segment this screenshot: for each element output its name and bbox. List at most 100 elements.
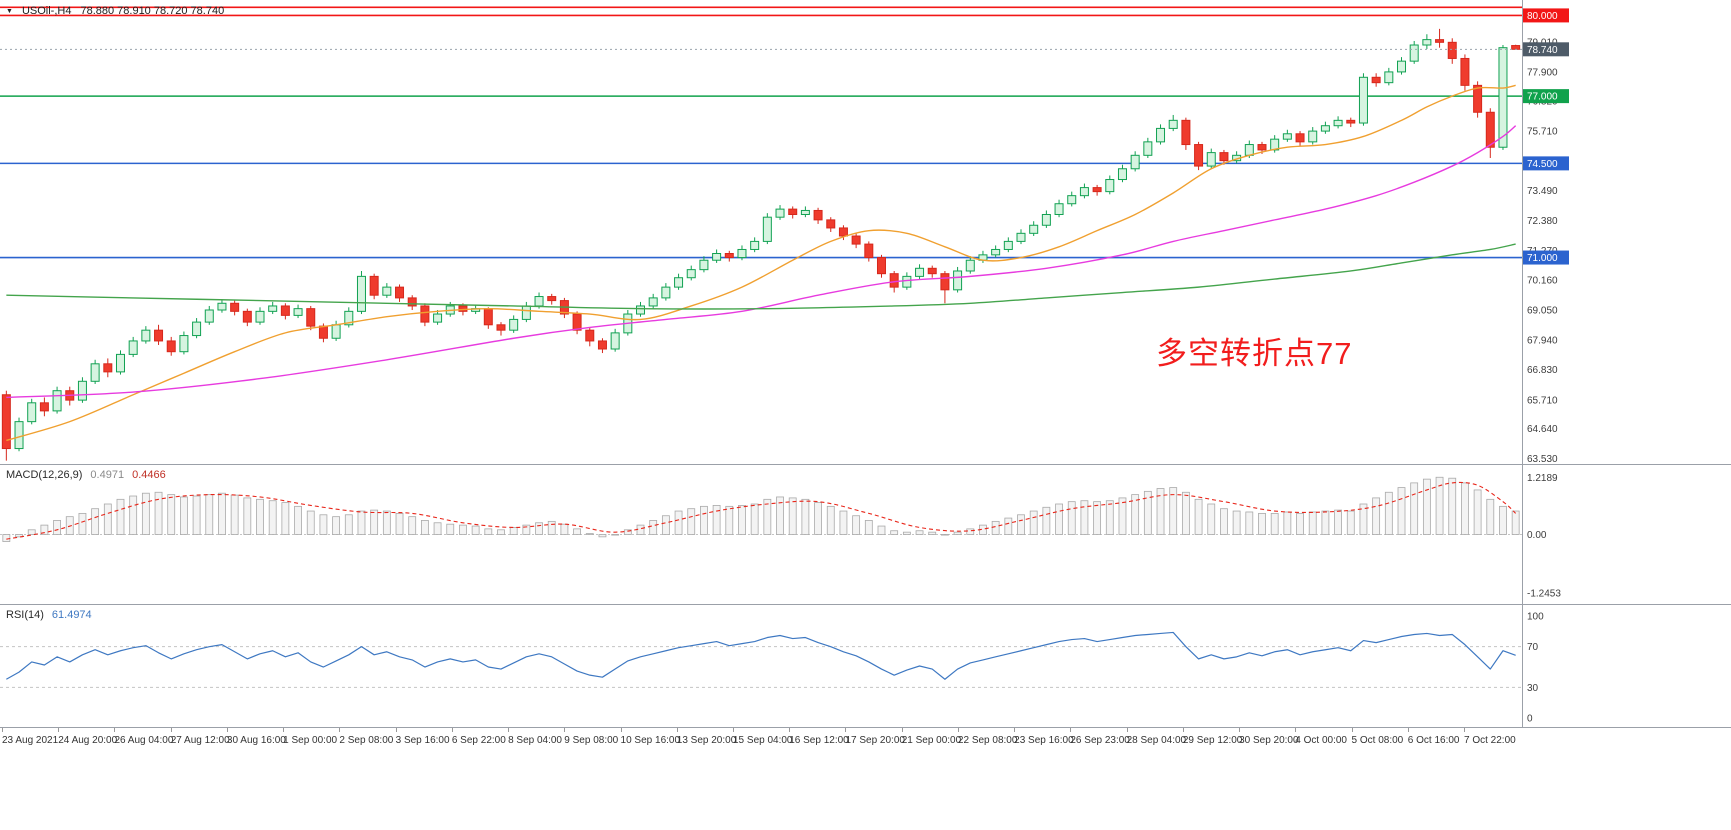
price-badge xyxy=(1523,8,1569,23)
time-label: 6 Oct 16:00 xyxy=(1407,735,1460,746)
svg-text:70.160: 70.160 xyxy=(1527,276,1558,287)
rsi-line xyxy=(6,631,1516,680)
time-tick xyxy=(957,728,959,732)
time-tick xyxy=(901,728,903,732)
macd-histogram xyxy=(2,476,1520,542)
time-tick xyxy=(733,728,734,732)
time-tick xyxy=(170,728,172,732)
price-badge xyxy=(1523,89,1569,104)
level-lines xyxy=(0,6,1522,259)
time-label: 22 Sep 08:00 xyxy=(957,735,1018,746)
time-tick xyxy=(339,728,341,732)
time-label: 26 Aug 04:00 xyxy=(114,735,174,746)
time-tick xyxy=(564,728,566,732)
time-label: 16 Sep 12:00 xyxy=(789,735,849,746)
time-tick xyxy=(395,728,397,732)
svg-text:78.740: 78.740 xyxy=(1527,45,1558,56)
rsi-name: RSI(14) xyxy=(6,609,44,621)
ohlc-values: 78.880 78.910 78.720 78.740 xyxy=(80,5,225,17)
time-tick xyxy=(1182,728,1184,732)
price-badge xyxy=(1523,156,1569,171)
annotation-text[interactable]: 多空转折点77 xyxy=(1156,336,1353,371)
time-tick xyxy=(1351,728,1353,732)
macd-pane: 1.2189 0.00 -1.2453 MACD(12,26,9) 0.4971 0… xyxy=(0,465,1731,605)
time-label: 6 Sep 22:00 xyxy=(451,735,506,746)
ma-mid-line xyxy=(6,125,1517,399)
svg-text:-1.2453: -1.2453 xyxy=(1527,588,1561,599)
time-tick xyxy=(1014,728,1016,732)
time-tick xyxy=(845,728,847,732)
price-chart-canvas[interactable]: 79.01077.90076.82075.71074.60073.49072.3… xyxy=(0,0,1731,464)
macd-label: MACD(12,26,9) 0.4971 0.4466 xyxy=(6,469,166,481)
time-tick xyxy=(789,728,791,732)
svg-text:70: 70 xyxy=(1527,642,1539,653)
svg-text:73.490: 73.490 xyxy=(1527,186,1558,197)
symbol-info: ▼ USOil-,H4 78.880 78.910 78.720 78.740 xyxy=(6,5,224,17)
macd-chart-canvas[interactable]: 1.2189 0.00 -1.2453 xyxy=(0,465,1731,604)
svg-text:74.500: 74.500 xyxy=(1527,159,1558,170)
time-label: 1 Sep 00:00 xyxy=(283,735,338,746)
time-label: 5 Oct 08:00 xyxy=(1351,735,1404,746)
time-label: 4 Oct 00:00 xyxy=(1295,735,1347,746)
time-tick xyxy=(1239,728,1241,732)
time-axis[interactable]: 23 Aug 2021 24 Aug 20:00 26 Aug 04:00 27 Au… xyxy=(0,728,1731,830)
svg-text:1.2189: 1.2189 xyxy=(1527,473,1558,484)
time-tick xyxy=(451,728,453,732)
ma-slow-line xyxy=(6,243,1516,310)
svg-text:75.710: 75.710 xyxy=(1527,126,1558,137)
price-badge xyxy=(1523,250,1569,265)
time-tick xyxy=(676,728,678,732)
time-label: 23 Aug 2021 xyxy=(2,735,59,746)
time-label: 23 Sep 16:00 xyxy=(1014,735,1074,746)
time-label: 15 Sep 04:00 xyxy=(733,735,793,746)
svg-text:67.940: 67.940 xyxy=(1527,335,1558,346)
candles-layer xyxy=(1,28,1521,461)
time-label: 10 Sep 16:00 xyxy=(620,735,681,746)
rsi-pane: 100 70 30 0 RSI(14) 61.4974 xyxy=(0,605,1731,728)
svg-text:80.000: 80.000 xyxy=(1527,11,1558,22)
time-label: 7 Oct 22:00 xyxy=(1464,735,1516,746)
macd-signal-value: 0.4466 xyxy=(132,469,166,481)
svg-text:64.640: 64.640 xyxy=(1527,424,1558,435)
svg-text:77.000: 77.000 xyxy=(1527,92,1558,103)
time-tick xyxy=(508,728,510,732)
time-label: 27 Aug 12:00 xyxy=(170,735,230,746)
macd-name: MACD(12,26,9) xyxy=(6,469,83,481)
time-label: 24 Aug 20:00 xyxy=(58,735,118,746)
svg-text:65.710: 65.710 xyxy=(1527,395,1558,406)
time-tick xyxy=(283,728,285,732)
svg-text:66.830: 66.830 xyxy=(1527,365,1558,376)
rsi-label: RSI(14) 61.4974 xyxy=(6,609,92,621)
time-label: 28 Sep 04:00 xyxy=(1126,735,1187,746)
time-label: 13 Sep 20:00 xyxy=(676,735,737,746)
time-label: 3 Sep 16:00 xyxy=(395,735,450,746)
time-tick xyxy=(1126,728,1128,732)
time-label: 30 Aug 16:00 xyxy=(226,735,286,746)
rsi-value: 61.4974 xyxy=(51,609,92,621)
svg-text:0.00: 0.00 xyxy=(1527,530,1547,541)
time-tick xyxy=(620,728,622,732)
svg-text:63.530: 63.530 xyxy=(1527,454,1558,464)
macd-main-value: 0.4971 xyxy=(90,469,125,481)
time-tick xyxy=(1464,728,1465,732)
time-tick xyxy=(1407,728,1409,732)
svg-text:72.380: 72.380 xyxy=(1527,216,1558,227)
svg-text:77.900: 77.900 xyxy=(1527,67,1558,78)
time-tick xyxy=(226,728,228,732)
time-tick xyxy=(58,728,60,732)
price-pane: 79.01077.90076.82075.71074.60073.49072.3… xyxy=(0,0,1731,465)
svg-text:30: 30 xyxy=(1527,683,1539,694)
rsi-chart-canvas[interactable]: 100 70 30 0 xyxy=(0,605,1731,727)
time-label: 8 Sep 04:00 xyxy=(508,735,562,746)
time-tick xyxy=(1295,728,1297,732)
price-badge xyxy=(1523,42,1569,57)
time-label: 2 Sep 08:00 xyxy=(339,735,394,746)
svg-text:100: 100 xyxy=(1527,612,1544,623)
time-label: 9 Sep 08:00 xyxy=(564,735,619,746)
symbol-dropdown-icon[interactable]: ▼ xyxy=(6,7,13,15)
symbol-period-label: USOil-,H4 xyxy=(21,5,72,17)
ma-fast-line xyxy=(6,84,1516,442)
svg-text:69.050: 69.050 xyxy=(1527,306,1558,317)
macd-signal-line xyxy=(6,481,1517,540)
